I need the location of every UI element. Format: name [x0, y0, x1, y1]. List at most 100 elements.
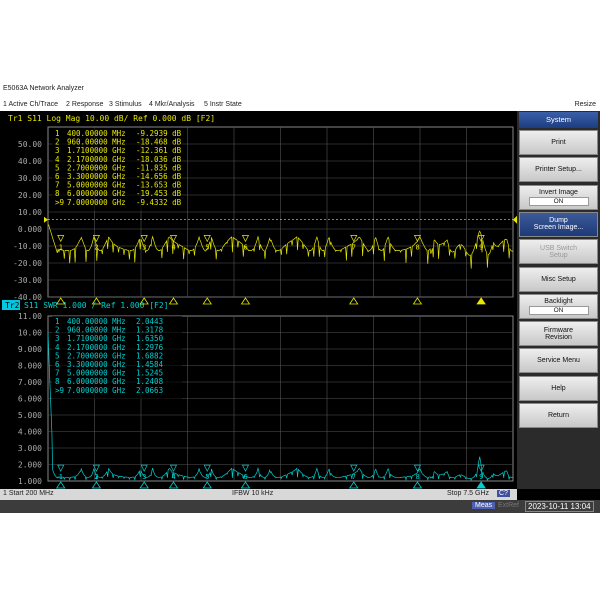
softkey-label: Backlight — [544, 298, 572, 305]
marker-triangle — [477, 298, 485, 304]
y-tick-label: 4.000 — [18, 428, 42, 437]
ifbw[interactable]: IFBW 10 kHz — [232, 490, 273, 497]
bottom-bar: Meas ExtRef 2023-10-11 13:04 — [0, 500, 600, 513]
marker-number: 3 — [142, 243, 146, 251]
softkey-label-2: Setup — [549, 252, 567, 259]
marker-number: 4 — [171, 243, 175, 251]
y-tick-label: 0.000 — [18, 225, 42, 234]
marker-pointer — [351, 465, 357, 471]
marker-pointer — [242, 235, 248, 241]
marker-value: -9.4332 dB — [136, 198, 182, 207]
softkey-header: System — [519, 112, 598, 128]
marker-number: 7 — [352, 473, 356, 481]
softkey-firmware[interactable]: Firmware Revision — [519, 321, 598, 346]
y-tick-label: 30.00 — [18, 174, 42, 183]
menu-mkr-analysis[interactable]: 4 Mkr/Analysis — [149, 101, 195, 108]
softkey-printer-setup[interactable]: Printer Setup... — [519, 157, 598, 182]
meas-indicator: Meas — [472, 502, 495, 509]
marker-triangle — [92, 482, 100, 488]
y-tick-label: 8.000 — [18, 362, 42, 371]
marker-number: 6 — [243, 473, 247, 481]
marker-triangle — [413, 298, 421, 304]
softkey-label: Service Menu — [537, 357, 580, 364]
y-tick-label: 3.000 — [18, 444, 42, 453]
y-tick-label: 5.000 — [18, 411, 42, 420]
marker-triangle — [413, 482, 421, 488]
y-tick-label: 11.00 — [18, 312, 42, 321]
softkey-label: Printer Setup... — [535, 166, 582, 173]
channel-badge: C? — [497, 490, 510, 497]
trace1-header: Tr1 S11 Log Mag 10.00 dB/ Ref 0.000 dB [… — [8, 114, 215, 123]
softkey-label: Invert Image — [539, 189, 578, 196]
y-tick-label: -20.00 — [13, 259, 42, 268]
softkey-return[interactable]: Return — [519, 403, 598, 428]
softkey-label: Misc Setup — [541, 276, 576, 283]
softkey-dump[interactable]: Dump Screen Image... — [519, 212, 598, 237]
y-tick-label: 10.00 — [18, 208, 42, 217]
y-tick-label: 7.000 — [18, 378, 42, 387]
softkey-backlight[interactable]: Backlight ON — [519, 294, 598, 319]
softkey-help[interactable]: Help — [519, 376, 598, 401]
start-frequency[interactable]: 1 Start 200 MHz — [3, 490, 54, 497]
marker-number: 6 — [243, 243, 247, 251]
marker-triangle — [57, 482, 65, 488]
softkey-label: Dump — [549, 217, 568, 224]
menu-stimulus[interactable]: 3 Stimulus — [109, 101, 142, 108]
marker-number: 4 — [171, 473, 175, 481]
marker-number: 1 — [59, 473, 63, 481]
softkey-label: USB Switch — [540, 245, 577, 252]
marker-number: 9 — [479, 473, 483, 481]
marker-triangle — [169, 482, 177, 488]
marker-value: 2.0663 — [136, 386, 163, 395]
resize-button[interactable]: Resize — [575, 101, 596, 108]
marker-number: 7 — [352, 243, 356, 251]
marker-frequency: 7.0000000 GHz — [67, 386, 126, 395]
y-tick-label: -10.00 — [13, 242, 42, 251]
analyzer-screen: Tr1 S11 Log Mag 10.00 dB/ Ref 0.000 dB [… — [0, 111, 600, 513]
y-tick-label: 10.00 — [18, 329, 42, 338]
softkey-service-menu[interactable]: Service Menu — [519, 348, 598, 373]
menu-bar: 1 Active Ch/Trace 2 Response 3 Stimulus … — [0, 99, 600, 111]
marker-pointer — [58, 465, 64, 471]
window-title: E5063A Network Analyzer — [3, 85, 84, 92]
softkey-label: Print — [551, 139, 565, 146]
softkey-label: Help — [551, 385, 565, 392]
stop-frequency[interactable]: Stop 7.5 GHz — [447, 490, 489, 497]
marker-number: 8 — [415, 243, 419, 251]
marker-triangle — [140, 482, 148, 488]
marker-number: 2 — [94, 243, 98, 251]
softkey-invert-image[interactable]: Invert Image ON — [519, 185, 598, 210]
marker-frequency: 7.0000000 GHz — [67, 198, 126, 207]
trace2-tag-text: Tr2 — [5, 301, 20, 310]
trace-plots[interactable]: Tr1 S11 Log Mag 10.00 dB/ Ref 0.000 dB [… — [0, 111, 517, 489]
y-tick-label: 40.00 — [18, 157, 42, 166]
softkey-misc-setup[interactable]: Misc Setup — [519, 267, 598, 292]
marker-number: 2 — [94, 473, 98, 481]
softkey-usb-switch[interactable]: USB Switch Setup — [519, 239, 598, 264]
reference-arrow — [44, 217, 48, 223]
marker-pointer — [242, 465, 248, 471]
marker-triangle — [169, 298, 177, 304]
softkey-label-2: Revision — [545, 334, 572, 341]
menu-instr-state[interactable]: 5 Instr State — [204, 101, 242, 108]
marker-triangle — [203, 298, 211, 304]
menu-response[interactable]: 2 Response — [66, 101, 103, 108]
softkey-panel: System Print Printer Setup... Invert Image… — [517, 111, 600, 489]
marker-pointer — [58, 235, 64, 241]
marker-triangle — [350, 482, 358, 488]
softkey-value: ON — [529, 306, 589, 315]
marker-id: >9 — [55, 198, 64, 207]
marker-pointer — [141, 235, 147, 241]
menu-active-ch-trace[interactable]: 1 Active Ch/Trace — [3, 101, 58, 108]
marker-number: 5 — [205, 473, 209, 481]
marker-pointer — [170, 235, 176, 241]
softkey-label-2: Screen Image... — [534, 224, 583, 231]
softkey-print[interactable]: Print — [519, 130, 598, 155]
marker-pointer — [204, 465, 210, 471]
datetime: 2023-10-11 13:04 — [525, 501, 594, 512]
status-bar: 1 Start 200 MHz IFBW 10 kHz Stop 7.5 GHz… — [0, 489, 517, 500]
softkey-label: Firmware — [544, 327, 573, 334]
marker-triangle — [241, 298, 249, 304]
marker-triangle — [477, 482, 485, 488]
marker-number: 8 — [415, 473, 419, 481]
